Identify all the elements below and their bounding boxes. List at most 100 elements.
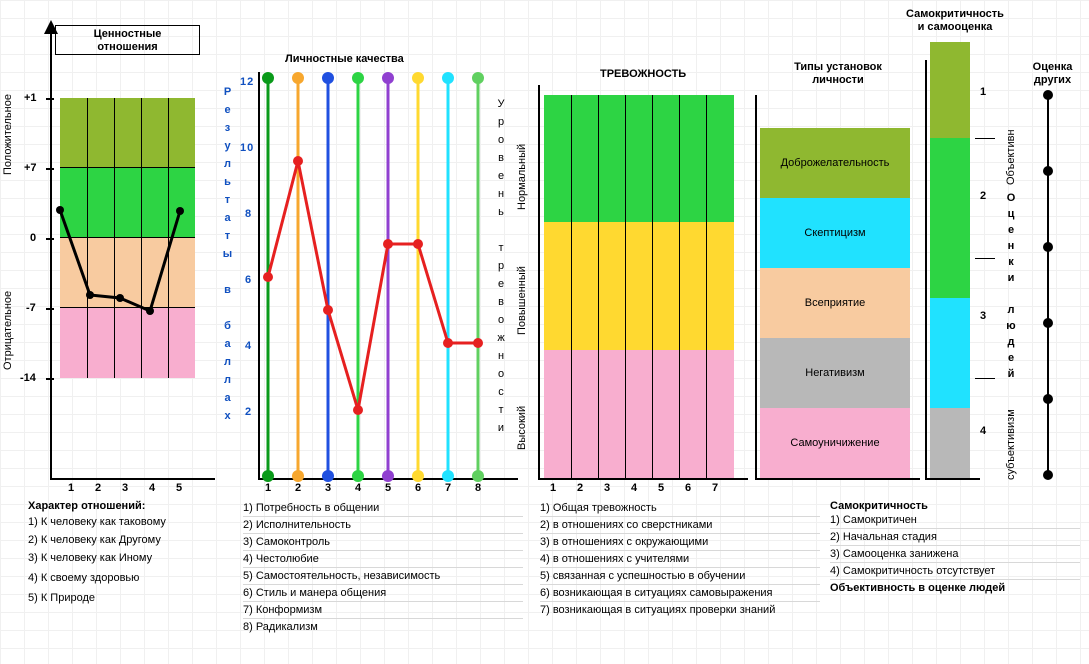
panel6-label-mid: Оценкилюдей xyxy=(1005,190,1017,382)
panel2-xtick: 7 xyxy=(445,482,451,494)
panel3-legend-item: 6) возникающая в ситуациях самовыражения xyxy=(540,585,820,602)
panel1-legend-title: Характер отношений: xyxy=(28,500,228,512)
panel1-xaxis xyxy=(50,478,215,480)
panel2-xtick: 5 xyxy=(385,482,391,494)
panel3-legend-item: 1) Общая тревожность xyxy=(540,500,820,517)
panel2-legend-item: 2) Исполнительность xyxy=(243,517,523,534)
panel5-xaxis xyxy=(925,478,980,480)
panel3-xtick: 3 xyxy=(604,482,610,494)
panel2-xtick: 1 xyxy=(265,482,271,494)
panel5-num: 2 xyxy=(980,190,986,202)
panel2-ytick: 4 xyxy=(245,340,252,352)
panel2-title: Личностные качества xyxy=(285,53,404,65)
panel5-legend-title2: Объективность в оценке людей xyxy=(830,580,1080,594)
panel2-legend-item: 4) Честолюбие xyxy=(243,551,523,568)
panel1-legend-item: 5) К Природе xyxy=(28,592,228,604)
panel5-title: Самокритичностьи самооценка xyxy=(880,8,1030,34)
panel6-title: Оценкадругих xyxy=(1020,61,1085,87)
panel1-legend: Характер отношений: 1) К человеку как та… xyxy=(28,500,228,604)
panel5-yaxis xyxy=(925,60,927,480)
panel5-legend-title: Самокритичность xyxy=(830,500,1080,512)
panel3-xtick: 4 xyxy=(631,482,637,494)
panel3-legend: 1) Общая тревожность 2) в отношениях со … xyxy=(540,500,820,618)
panel1-legend-item: 2) К человеку как Другому xyxy=(28,534,228,546)
panel3-xtick: 1 xyxy=(550,482,556,494)
panel3-ylabel: Высокий xyxy=(516,350,528,450)
panel1-line xyxy=(60,98,195,378)
panel2-ytick: 8 xyxy=(245,208,252,220)
panel1-ytick: -7 xyxy=(26,302,36,314)
panel5-legend-item: 2) Начальная стадия xyxy=(830,529,1080,546)
panel2-ytick: 12 xyxy=(240,76,254,88)
panel2-xtick: 4 xyxy=(355,482,361,494)
panel2-ytick: 10 xyxy=(240,142,254,154)
panel2-legend-item: 5) Самостоятельность, независимость xyxy=(243,568,523,585)
panel3-legend-item: 2) в отношениях со сверстниками xyxy=(540,517,820,534)
panel3-ylabel: Нормальный xyxy=(516,100,528,210)
panel2-legend-item: 6) Стиль и манера общения xyxy=(243,585,523,602)
panel5-num: 1 xyxy=(980,86,986,98)
panel1-arrow xyxy=(44,20,58,34)
panel2-legend-item: 7) Конформизм xyxy=(243,602,523,619)
panel3-legend-item: 5) связанная с успешностью в обучении xyxy=(540,568,820,585)
panel5-legend-item: 3) Самооценка занижена xyxy=(830,546,1080,563)
panel3-xtick: 7 xyxy=(712,482,718,494)
panel3-xaxis xyxy=(538,478,748,480)
panel4-item: Скептицизм xyxy=(760,198,910,268)
panel6-scale xyxy=(1038,95,1058,480)
panel3-stack xyxy=(544,95,734,478)
panel1-legend-item: 3) К человеку как Иному xyxy=(28,552,228,564)
panel2-xtick: 6 xyxy=(415,482,421,494)
panel1-title-box: Ценностныеотношения xyxy=(55,25,200,55)
panel4-xaxis xyxy=(755,478,920,480)
panel1-ytick: +7 xyxy=(24,162,37,174)
panel1-xtick: 1 xyxy=(68,482,74,494)
panel2-xtick: 2 xyxy=(295,482,301,494)
panel5-stack xyxy=(930,42,970,478)
panel3-title: ТРЕВОЖНОСТЬ xyxy=(600,68,686,80)
panel2-lollipops xyxy=(268,78,508,480)
panel1-xtick: 3 xyxy=(122,482,128,494)
panel3-xtick: 6 xyxy=(685,482,691,494)
panel2-legend-item: 8) Радикализм xyxy=(243,619,523,635)
panel3-xtick: 5 xyxy=(658,482,664,494)
panel1-title: Ценностныеотношения xyxy=(94,28,162,53)
panel2-legend: 1) Потребность в общении 2) Исполнительн… xyxy=(243,500,523,635)
panel1-ytick: 0 xyxy=(30,232,36,244)
dashboard-canvas: Ценностныеотношения Положительное Отрица… xyxy=(0,0,1089,664)
panel1-xtick: 4 xyxy=(149,482,155,494)
panel2-rlabel: Уровеньтревожности xyxy=(495,95,507,437)
panel2-ytick: 6 xyxy=(245,274,252,286)
panel2-xtick: 3 xyxy=(325,482,331,494)
panel1-ytick: +1 xyxy=(24,92,37,104)
panel5-legend-item: 4) Самокритичность отсутствует xyxy=(830,563,1080,580)
panel4-title: Типы установокличности xyxy=(763,61,913,87)
panel2-ylabel: Результатывбаллах xyxy=(222,83,234,463)
panel1-ylabel-neg: Отрицательное xyxy=(2,260,14,370)
panel5-num: 4 xyxy=(980,425,986,437)
panel2-xtick: 8 xyxy=(475,482,481,494)
panel2-legend-item: 3) Самоконтроль xyxy=(243,534,523,551)
panel2-legend-item: 1) Потребность в общении xyxy=(243,500,523,517)
panel1-xtick: 5 xyxy=(176,482,182,494)
panel3-xtick: 2 xyxy=(577,482,583,494)
panel5-legend: Самокритичность 1) Самокритичен 2) Начал… xyxy=(830,500,1080,594)
panel2-ytick: 2 xyxy=(245,406,252,418)
panel3-ylabel: Повышенный xyxy=(516,225,528,335)
panel2-yaxis xyxy=(258,72,260,480)
panel3-legend-item: 4) в отношениях с учителями xyxy=(540,551,820,568)
panel1-ylabel-pos: Положительное xyxy=(2,65,14,175)
panel4-item: Негативизм xyxy=(760,338,910,408)
panel5-legend-item: 1) Самокритичен xyxy=(830,512,1080,529)
panel3-legend-item: 7) возникающая в ситуациях проверки знан… xyxy=(540,602,820,618)
panel6-label: Объективн xyxy=(1005,95,1017,185)
panel4-item: Самоуничижение xyxy=(760,408,910,478)
panel1-legend-item: 1) К человеку как таковому xyxy=(28,516,228,528)
panel3-yaxis xyxy=(538,85,540,480)
panel4-stack: Самоуничижение Негативизм Всеприятие Ске… xyxy=(760,128,910,478)
panel3-legend-item: 3) в отношениях с окружающими xyxy=(540,534,820,551)
panel5-num: 3 xyxy=(980,310,986,322)
panel6-label: субъективизм xyxy=(1005,390,1017,480)
panel4-item: Доброжелательность xyxy=(760,128,910,198)
panel1-ytick: -14 xyxy=(20,372,36,384)
